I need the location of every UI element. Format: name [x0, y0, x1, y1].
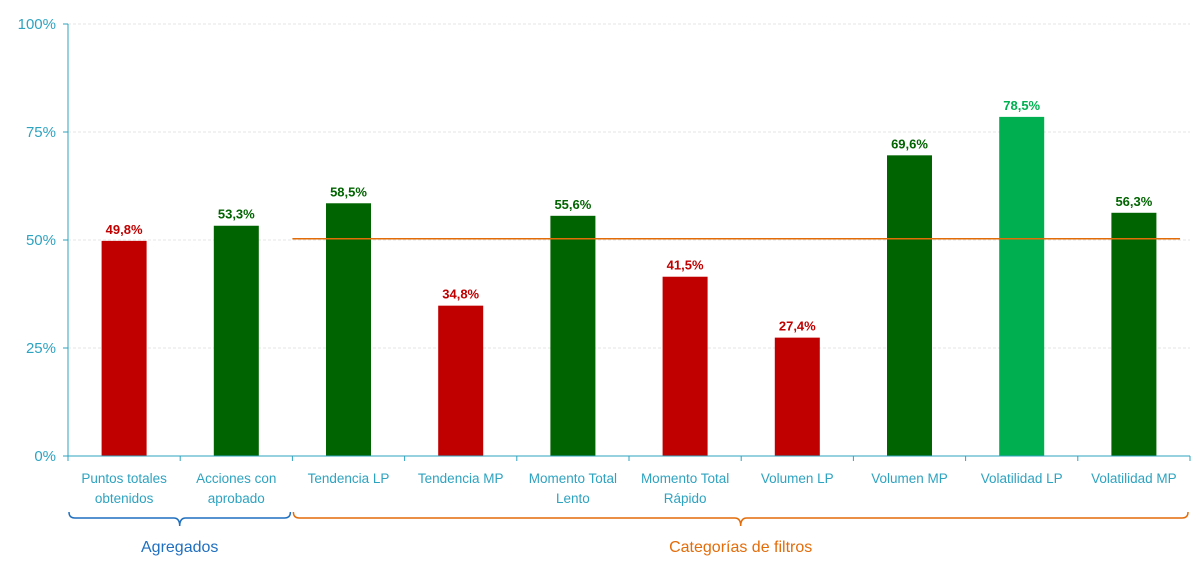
data-label: 69,6% [891, 136, 928, 151]
group-brace [292, 511, 1189, 527]
y-tick-label: 75% [26, 124, 56, 141]
x-tick-label: Tendencia MP [418, 471, 504, 486]
x-tick-label: Momento Total [641, 471, 729, 486]
data-label: 49,8% [106, 222, 143, 237]
x-tick-label: Volumen LP [761, 471, 834, 486]
data-label: 34,8% [442, 287, 479, 302]
bar [101, 240, 147, 456]
bar [887, 155, 932, 456]
bars [101, 116, 1157, 456]
x-tick-label: Tendencia LP [308, 471, 390, 486]
bar [550, 215, 596, 456]
x-axis: Puntos totales obtenidos Acciones con aprob… [67, 455, 1191, 506]
x-tick-label: Lento [556, 491, 590, 506]
bar [1111, 212, 1157, 456]
data-label: 27,4% [779, 319, 816, 334]
x-tick-label: Volumen MP [871, 471, 948, 486]
bar [662, 276, 708, 456]
y-tick-label: 25% [26, 340, 56, 357]
bar [326, 203, 371, 456]
x-tick-label: Momento Total [529, 471, 617, 486]
x-tick-label: Acciones con [196, 471, 276, 486]
bar [438, 305, 484, 456]
group-brace [68, 511, 292, 527]
bar [999, 116, 1045, 456]
x-tick-label: Puntos totales [81, 471, 167, 486]
data-label: 55,6% [554, 197, 591, 212]
y-axis: 0% 25% 50% 75% 100% [18, 16, 69, 465]
bar [774, 337, 820, 456]
x-tick-label: obtenidos [95, 491, 154, 506]
x-tick-label: Volatilidad MP [1091, 471, 1177, 486]
x-tick-label: aprobado [208, 491, 265, 506]
x-tick-label: Rápido [664, 491, 707, 506]
category-groups: Agregados Categorías de filtros [68, 511, 1189, 556]
group-label: Agregados [141, 539, 218, 556]
data-labels: 49,8% 53,3% 58,5% 34,8% 55,6% 41,5% 27,4% 69,6%… [106, 98, 1153, 334]
x-tick-label: Volatilidad LP [981, 471, 1063, 486]
y-tick-label: 0% [34, 448, 56, 465]
data-label: 56,3% [1115, 194, 1152, 209]
y-tick-label: 50% [26, 232, 56, 249]
data-label: 78,5% [1003, 98, 1040, 113]
group-label: Categorías de filtros [669, 539, 812, 556]
data-label: 41,5% [667, 258, 704, 273]
data-label: 53,3% [218, 207, 255, 222]
bar [213, 225, 259, 456]
y-tick-label: 100% [18, 16, 56, 33]
data-label: 58,5% [330, 184, 367, 199]
